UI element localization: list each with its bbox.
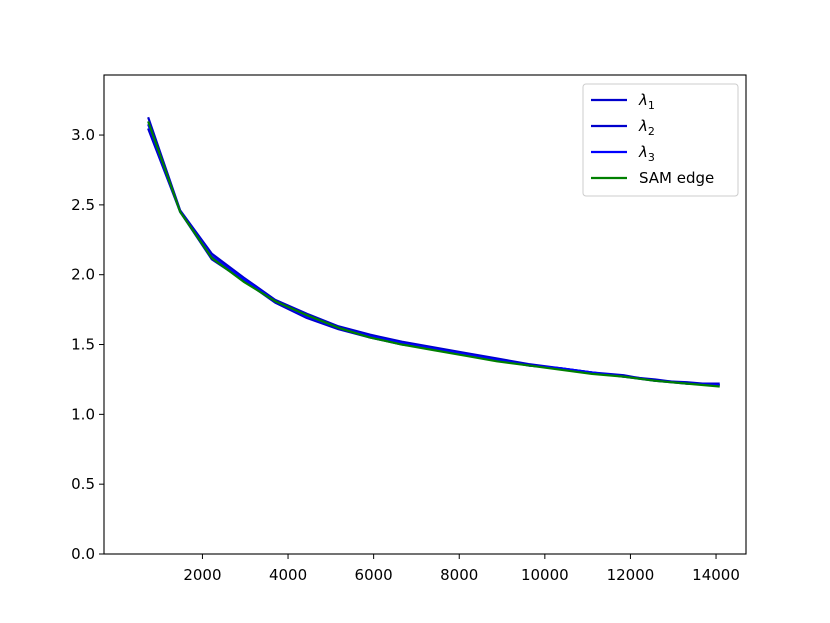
x-tick-label: 10000 xyxy=(521,566,569,584)
legend-label: λ1 xyxy=(638,91,655,112)
x-tick-label: 12000 xyxy=(607,566,655,584)
y-tick-label: 1.5 xyxy=(71,336,95,354)
y-tick-label: 2.5 xyxy=(71,196,95,214)
x-tick-label: 2000 xyxy=(183,566,221,584)
y-tick-label: 0.5 xyxy=(71,475,95,493)
y-tick-label: 3.0 xyxy=(71,126,95,144)
axes-layer: 2000 4000 6000 8000 10000 12000 14000 0.0 0.5 1.0… xyxy=(71,74,747,584)
series-line-4 xyxy=(147,121,720,388)
x-tick-label: 4000 xyxy=(269,566,307,584)
legend-label: SAM edge xyxy=(639,169,714,187)
y-tick-label: 1.0 xyxy=(71,405,95,423)
x-tick-label: 8000 xyxy=(440,566,478,584)
y-tick-label: 2.0 xyxy=(71,266,95,284)
legend: λ1 λ2 λ3 SAM edge xyxy=(582,83,739,197)
legend-box xyxy=(582,83,739,197)
x-tick-label: 6000 xyxy=(355,566,393,584)
y-tick-label: 0.0 xyxy=(71,545,95,563)
x-tick-label: 14000 xyxy=(692,566,740,584)
series-layer xyxy=(147,116,720,388)
legend-label: λ2 xyxy=(638,117,655,138)
axes-frame xyxy=(103,74,747,555)
legend-label: λ3 xyxy=(638,143,655,164)
